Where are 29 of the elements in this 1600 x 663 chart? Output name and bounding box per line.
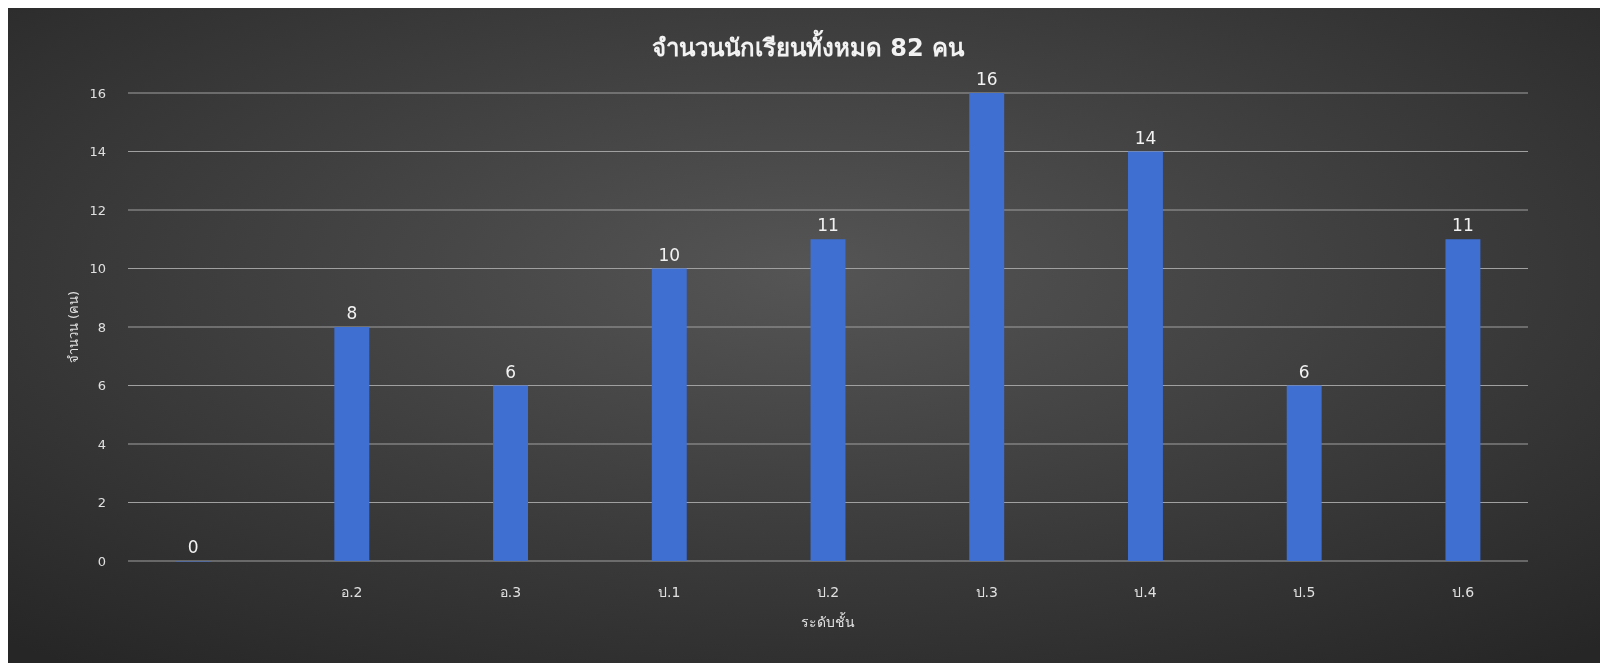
- x-tick-label: ป.6: [1451, 584, 1475, 600]
- x-tick-label: ป.2: [816, 584, 840, 600]
- x-tick-label: อ.3: [499, 584, 522, 600]
- y-tick-label: 12: [89, 202, 106, 218]
- x-tick-label: อ.2: [341, 584, 363, 600]
- data-label: 6: [505, 361, 516, 382]
- data-label: 0: [187, 537, 199, 557]
- data-label: 11: [1452, 215, 1474, 236]
- data-label: 6: [1298, 361, 1310, 382]
- y-tick-label: 10: [89, 261, 106, 277]
- y-tick-label: 4: [97, 436, 106, 452]
- data-label: 11: [817, 215, 839, 236]
- y-tick-label: 16: [89, 85, 106, 101]
- x-tick-label: ป.1: [658, 584, 681, 600]
- x-tick-label: ป.3: [975, 584, 998, 600]
- x-axis-title: ระดับชั้น: [801, 612, 855, 630]
- y-tick-label: 6: [97, 378, 106, 394]
- data-label: 10: [658, 244, 681, 265]
- data-label: 16: [975, 69, 998, 89]
- y-tick-label: 8: [97, 319, 106, 335]
- chart-title: จำนวนนักเรียนทั้งหมด 82 คน: [651, 29, 966, 62]
- x-tick-label: ป.5: [1293, 584, 1316, 600]
- y-axis-title: จำนวน (คน): [66, 290, 81, 364]
- y-tick-label: 14: [89, 144, 106, 160]
- x-tick-label: ป.4: [1134, 584, 1157, 600]
- y-tick-label: 0: [97, 553, 106, 569]
- y-tick-label: 2: [97, 495, 106, 511]
- data-label: 14: [1134, 127, 1157, 148]
- data-label: 8: [346, 303, 358, 323]
